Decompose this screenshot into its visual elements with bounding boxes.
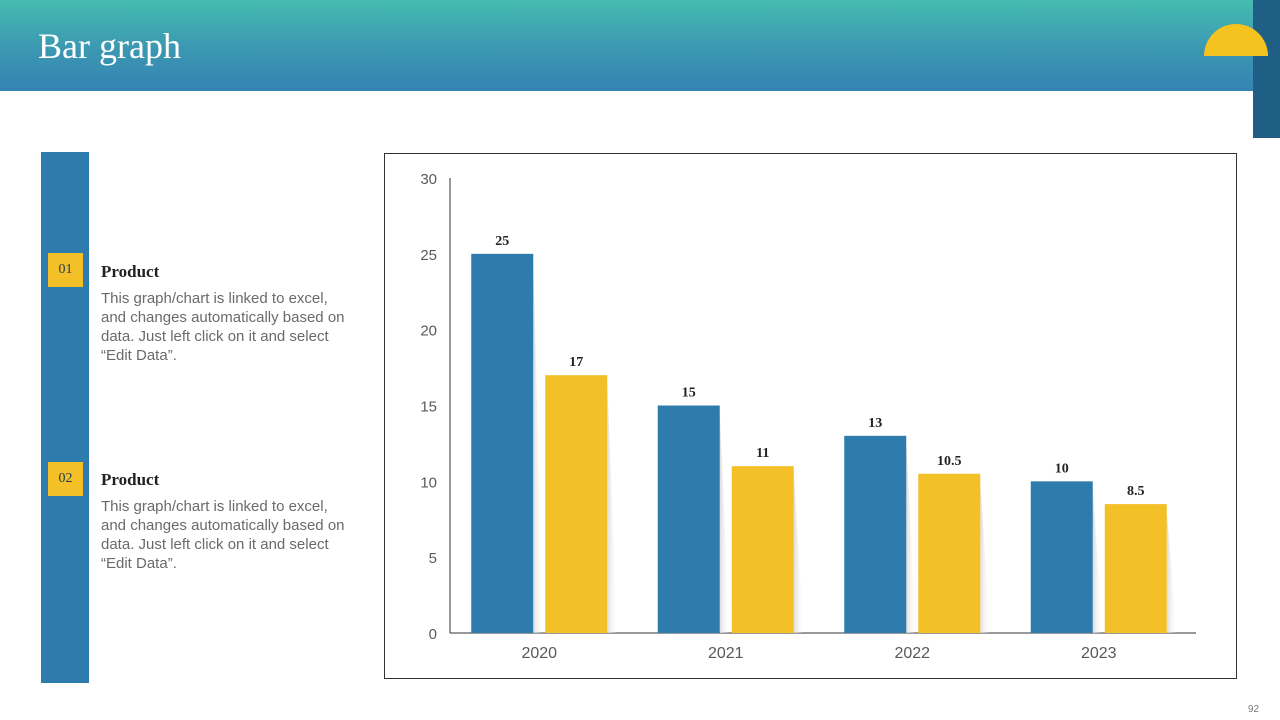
bar-shadow: [1166, 512, 1177, 633]
y-tick-label: 20: [420, 323, 437, 340]
bar-2021-series-1: [657, 405, 720, 633]
bar-shadow: [793, 474, 804, 633]
data-label: 10.5: [937, 454, 962, 469]
item-number-badge-1: 01: [48, 253, 83, 287]
page-number: 92: [1248, 704, 1260, 715]
y-tick-label: 25: [420, 247, 437, 264]
bar-2023-series-2: [1104, 504, 1167, 633]
bar-2021-series-2: [731, 466, 794, 633]
bar-shadow: [1092, 489, 1103, 633]
y-tick-label: 15: [420, 399, 437, 416]
bar-2022-series-1: [844, 435, 907, 633]
bar-2020-series-2: [545, 375, 608, 633]
item-title-2: Product: [101, 470, 160, 489]
x-tick-label: 2021: [708, 645, 744, 662]
bar-chart-frame: 0 5 10 15 20 25 30 25 17 2020 15 11 2021 13 10.5 2022 10…: [384, 153, 1237, 679]
bar-2022-series-2: [918, 473, 981, 633]
data-label: 13: [868, 416, 882, 431]
corner-accent-bar: [1253, 0, 1280, 138]
y-tick-label: 10: [420, 474, 437, 491]
bar-2023-series-1: [1030, 481, 1093, 633]
bar-shadow: [719, 413, 730, 633]
bar-shadow: [980, 481, 991, 633]
x-tick-label: 2023: [1081, 645, 1117, 662]
side-accent-strip: [41, 152, 89, 683]
data-label: 17: [569, 355, 583, 370]
page-title: Bar graph: [38, 26, 181, 66]
data-label: 11: [756, 446, 769, 461]
item-number-badge-2: 02: [48, 462, 83, 496]
header-banner: Bar graph: [0, 0, 1280, 91]
data-label: 15: [682, 386, 696, 401]
x-tick-label: 2022: [894, 645, 930, 662]
data-label: 25: [495, 234, 509, 249]
y-tick-label: 30: [420, 171, 437, 188]
y-tick-label: 0: [429, 626, 437, 643]
x-tick-label: 2020: [521, 645, 557, 662]
bar-shadow: [533, 261, 544, 633]
bar-chart: 0 5 10 15 20 25 30 25 17 2020 15 11 2021 13 10.5 2022 10…: [420, 171, 1196, 662]
bar-2020-series-1: [471, 253, 534, 633]
item-description-2: This graph/chart is linked to excel, and…: [101, 498, 345, 572]
bar-shadow: [906, 443, 917, 633]
bar-shadow: [607, 383, 618, 633]
data-label: 8.5: [1127, 484, 1145, 499]
item-description-1: This graph/chart is linked to excel, and…: [101, 290, 345, 364]
data-label: 10: [1055, 461, 1069, 476]
y-tick-label: 5: [429, 550, 437, 567]
item-title-1: Product: [101, 262, 160, 281]
